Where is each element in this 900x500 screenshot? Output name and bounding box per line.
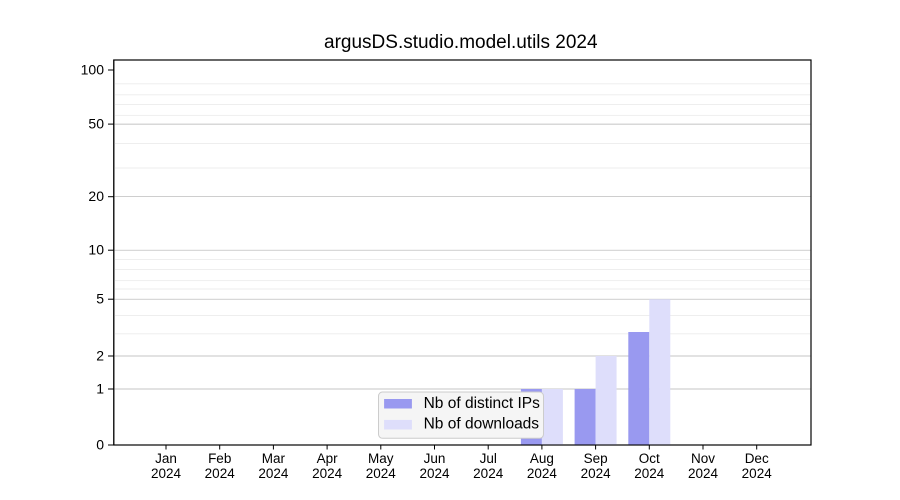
svg-text:1: 1	[96, 381, 104, 397]
svg-text:May: May	[368, 451, 394, 466]
svg-text:5: 5	[96, 291, 104, 307]
svg-text:Aug: Aug	[530, 451, 554, 466]
svg-text:2024: 2024	[151, 466, 182, 481]
svg-text:10: 10	[88, 242, 104, 258]
svg-text:2024: 2024	[742, 466, 773, 481]
svg-text:2024: 2024	[258, 466, 289, 481]
svg-text:Nov: Nov	[691, 451, 715, 466]
svg-text:Nb of downloads: Nb of downloads	[424, 416, 540, 433]
svg-text:2024: 2024	[581, 466, 612, 481]
svg-text:100: 100	[81, 62, 105, 78]
svg-text:Nb of distinct IPs: Nb of distinct IPs	[424, 395, 541, 412]
svg-text:2024: 2024	[312, 466, 343, 481]
svg-text:2024: 2024	[419, 466, 450, 481]
svg-text:Dec: Dec	[745, 451, 769, 466]
svg-text:2024: 2024	[634, 466, 665, 481]
svg-text:Oct: Oct	[639, 451, 660, 466]
svg-text:2024: 2024	[473, 466, 504, 481]
svg-text:Feb: Feb	[208, 451, 231, 466]
svg-text:Jan: Jan	[155, 451, 177, 466]
svg-text:Sep: Sep	[584, 451, 608, 466]
svg-text:Mar: Mar	[262, 451, 286, 466]
svg-text:2024: 2024	[527, 466, 558, 481]
svg-text:20: 20	[88, 188, 104, 204]
svg-text:Jul: Jul	[480, 451, 497, 466]
svg-text:2: 2	[96, 348, 104, 364]
svg-text:Jun: Jun	[424, 451, 446, 466]
svg-text:50: 50	[88, 116, 104, 132]
svg-text:argusDS.studio.model.utils 202: argusDS.studio.model.utils 2024	[324, 32, 598, 53]
svg-text:2024: 2024	[366, 466, 397, 481]
svg-text:Apr: Apr	[317, 451, 339, 466]
svg-text:2024: 2024	[688, 466, 719, 481]
svg-text:0: 0	[96, 437, 104, 453]
svg-text:2024: 2024	[205, 466, 236, 481]
